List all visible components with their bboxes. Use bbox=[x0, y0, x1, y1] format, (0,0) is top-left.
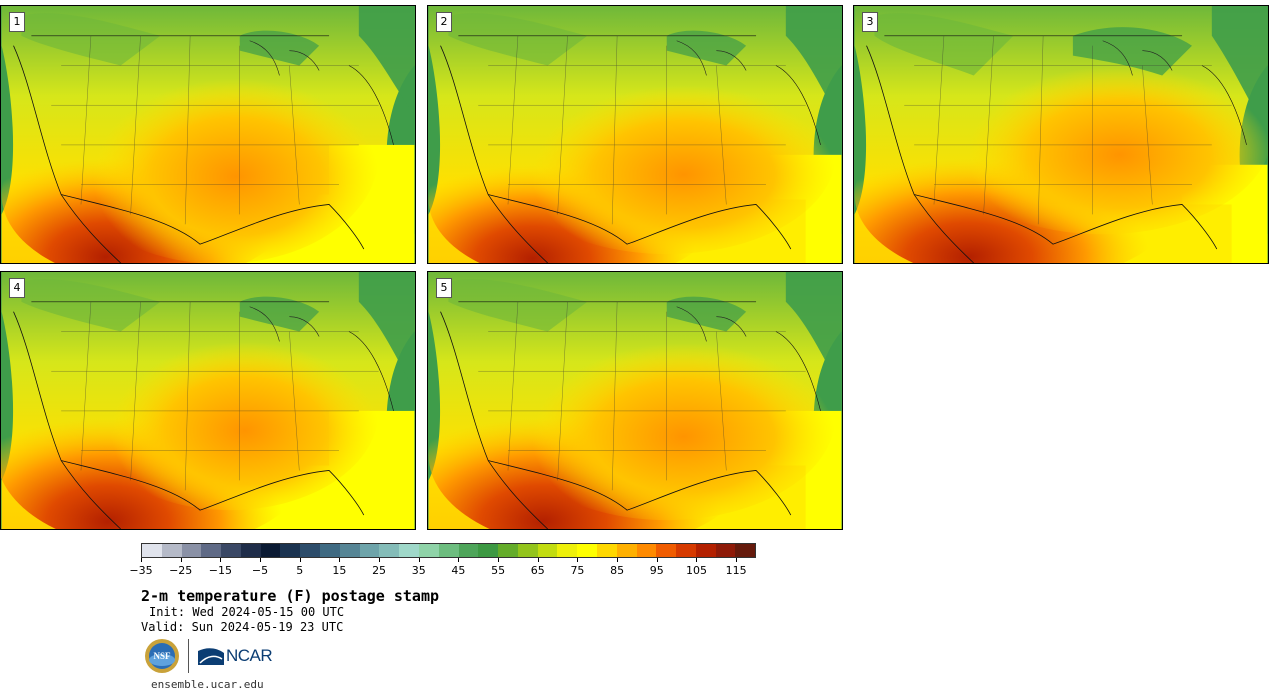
colorbar-swatch bbox=[260, 544, 281, 557]
colorbar-tick bbox=[537, 558, 539, 562]
colorbar-tick bbox=[220, 558, 222, 562]
colorbar-tick-label: 85 bbox=[610, 564, 625, 577]
colorbar-swatch bbox=[715, 544, 736, 557]
colorbar-tick bbox=[656, 558, 658, 562]
colorbar-tick-label: 25 bbox=[372, 564, 387, 577]
colorbar-tick-label: −15 bbox=[208, 564, 232, 577]
footer-url: ensemble.ucar.edu bbox=[151, 678, 264, 691]
colorbar-swatch bbox=[280, 544, 301, 557]
colorbar-swatch bbox=[201, 544, 222, 557]
colorbar-swatch bbox=[418, 544, 439, 557]
logo-divider bbox=[188, 639, 189, 673]
map-panel-3: 3 bbox=[853, 5, 1269, 264]
temperature-colorbar bbox=[141, 543, 756, 558]
chart-title: 2-m temperature (F) postage stamp bbox=[141, 587, 440, 605]
colorbar-tick bbox=[260, 558, 262, 562]
colorbar-swatch bbox=[596, 544, 617, 557]
colorbar-tick bbox=[736, 558, 738, 562]
colorbar-tick bbox=[577, 558, 579, 562]
map-panel-1: 1 bbox=[0, 5, 416, 264]
colorbar-tick bbox=[418, 558, 420, 562]
colorbar-tick bbox=[498, 558, 500, 562]
colorbar-swatch bbox=[339, 544, 360, 557]
colorbar-tick bbox=[141, 558, 142, 562]
colorbar-swatch bbox=[240, 544, 261, 557]
colorbar-swatch bbox=[695, 544, 716, 557]
nsf-logo-text: NSF bbox=[153, 651, 171, 661]
colorbar-tick-label: 65 bbox=[530, 564, 545, 577]
colorbar-tick-label: −35 bbox=[129, 564, 153, 577]
ncar-logo-icon bbox=[198, 648, 224, 665]
colorbar-swatch bbox=[537, 544, 558, 557]
colorbar-swatch bbox=[656, 544, 677, 557]
temperature-map-2 bbox=[428, 6, 842, 263]
colorbar-swatch bbox=[557, 544, 578, 557]
colorbar-swatch bbox=[735, 544, 756, 557]
colorbar-ticks: −35 −25 −15 −5 5 15 25 35 45 55 65 75 85 95 105 115 bbox=[129, 558, 756, 578]
colorbar-swatch bbox=[359, 544, 380, 557]
member-label-3: 3 bbox=[862, 12, 878, 32]
colorbar-swatch bbox=[636, 544, 657, 557]
ncar-logo-text: NCAR bbox=[226, 646, 273, 665]
nsf-logo-icon: NSF bbox=[145, 639, 179, 673]
colorbar-tick-label: 5 bbox=[296, 564, 304, 577]
colorbar-tick-label: 45 bbox=[451, 564, 466, 577]
colorbar-swatch bbox=[577, 544, 597, 557]
map-panel-5: 5 bbox=[427, 271, 843, 530]
colorbar-tick-label: 15 bbox=[332, 564, 347, 577]
member-label-4: 4 bbox=[9, 278, 25, 298]
init-time: Init: Wed 2024-05-15 00 UTC bbox=[149, 605, 345, 619]
map-panel-4: 4 bbox=[0, 271, 416, 530]
colorbar-tick bbox=[379, 558, 381, 562]
colorbar-swatch bbox=[616, 544, 637, 557]
colorbar-swatch bbox=[517, 544, 538, 557]
colorbar-swatch bbox=[320, 544, 340, 557]
colorbar-tick-label: 75 bbox=[570, 564, 585, 577]
colorbar-swatch bbox=[438, 544, 459, 557]
colorbar-tick bbox=[339, 558, 341, 562]
temperature-map-5 bbox=[428, 272, 842, 529]
colorbar-swatch bbox=[221, 544, 241, 557]
valid-time: Valid: Sun 2024-05-19 23 UTC bbox=[141, 620, 344, 634]
member-label-1: 1 bbox=[9, 12, 25, 32]
colorbar-swatch bbox=[379, 544, 400, 557]
colorbar-swatch bbox=[161, 544, 182, 557]
colorbar-tick bbox=[696, 558, 698, 562]
temperature-map-1 bbox=[1, 6, 415, 263]
member-label-2: 2 bbox=[436, 12, 452, 32]
colorbar-tick-label: 105 bbox=[685, 564, 707, 577]
colorbar-tick-label: 35 bbox=[411, 564, 426, 577]
colorbar-swatch bbox=[300, 544, 321, 557]
logos: NSF NCAR bbox=[144, 638, 273, 674]
colorbar-tick-label: 55 bbox=[491, 564, 506, 577]
map-panel-2: 2 bbox=[427, 5, 843, 264]
colorbar-tick bbox=[299, 558, 301, 562]
colorbar-tick bbox=[617, 558, 619, 562]
colorbar-tick bbox=[180, 558, 182, 562]
temperature-map-4 bbox=[1, 272, 415, 529]
temperature-map-3 bbox=[854, 6, 1268, 263]
colorbar-swatch bbox=[478, 544, 499, 557]
colorbar-swatch bbox=[399, 544, 419, 557]
colorbar-swatch bbox=[181, 544, 202, 557]
colorbar-tick-label: −5 bbox=[251, 564, 269, 577]
colorbar-tick-label: 95 bbox=[649, 564, 664, 577]
member-label-5: 5 bbox=[436, 278, 452, 298]
colorbar-swatch bbox=[676, 544, 696, 557]
colorbar-swatch bbox=[142, 544, 162, 557]
colorbar-tick-label: −25 bbox=[169, 564, 193, 577]
colorbar-swatch bbox=[498, 544, 518, 557]
colorbar-swatch bbox=[458, 544, 479, 557]
colorbar-tick-label: 115 bbox=[725, 564, 747, 577]
colorbar-tick bbox=[458, 558, 460, 562]
